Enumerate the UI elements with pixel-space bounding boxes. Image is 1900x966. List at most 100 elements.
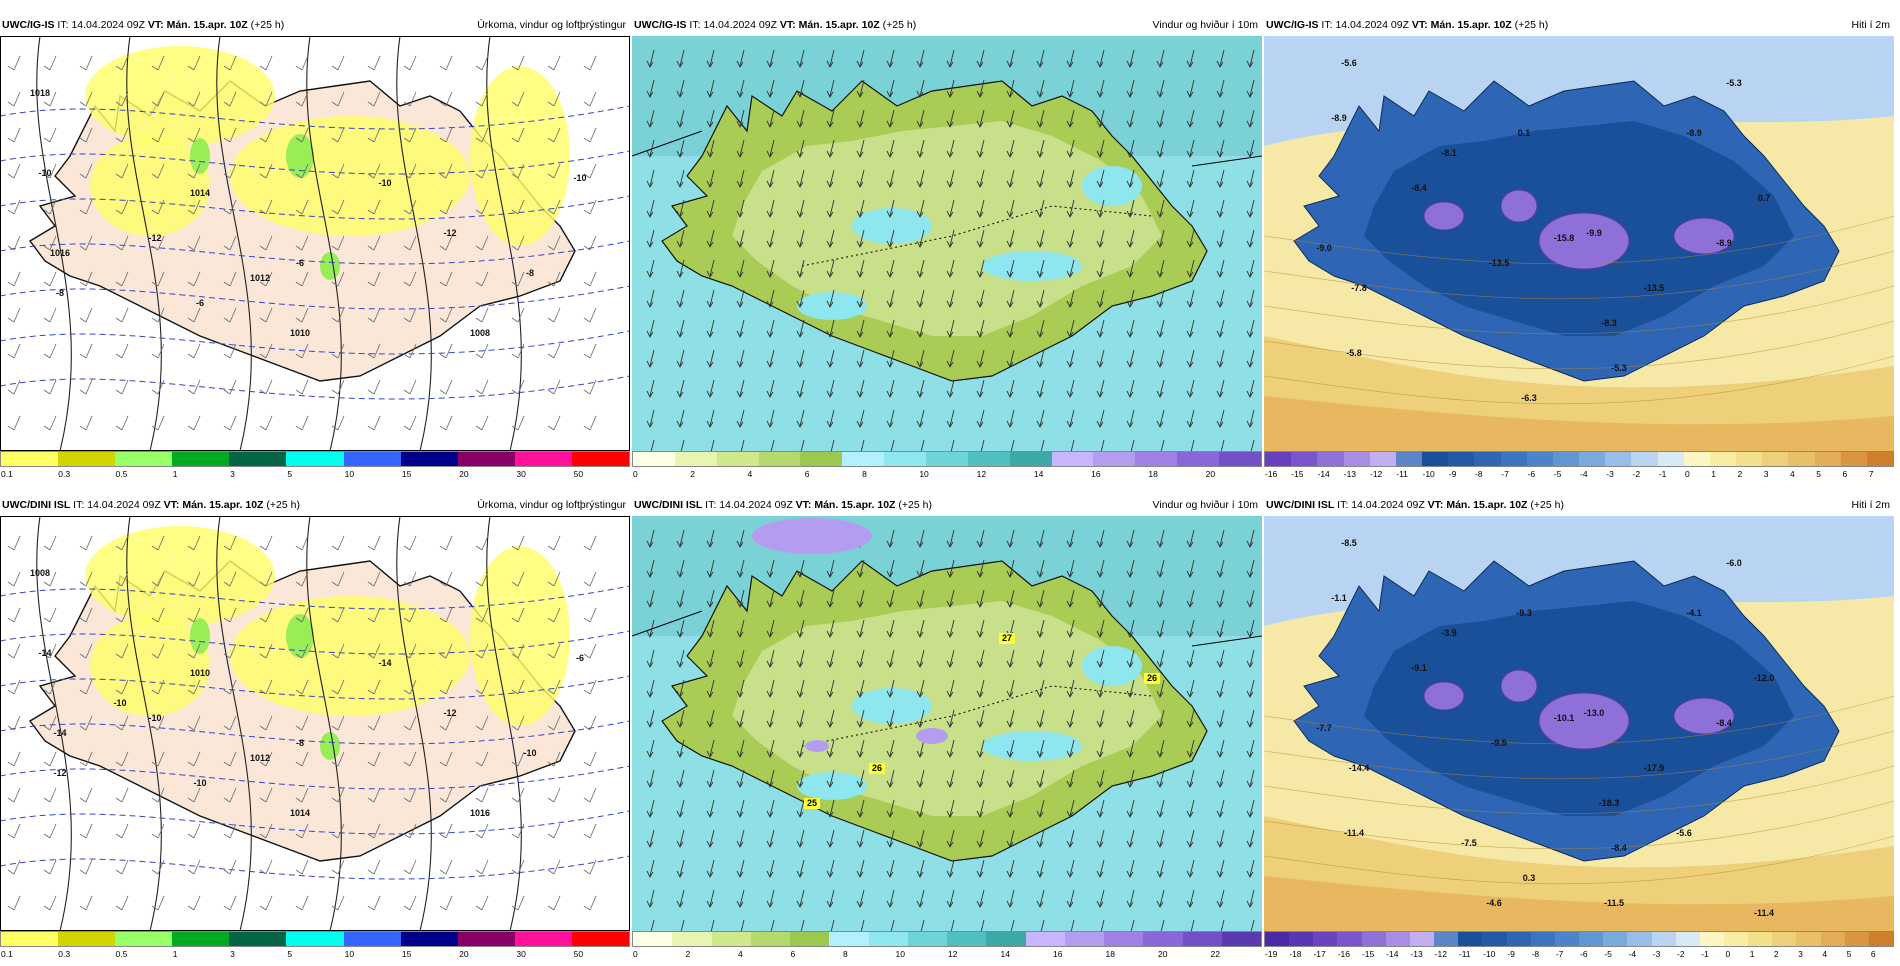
colorbar-swatch [1723,932,1749,946]
temperature-label: -4.1 [1686,608,1702,618]
temperature-label: -8.4 [1611,843,1627,853]
colorbar-tick: -7 [1501,469,1509,479]
temperature-label: -18.3 [1599,798,1620,808]
colorbar-swatch [1482,932,1507,946]
model-name: UWC/DINI ISL [2,499,71,511]
contour-label: 1008 [30,568,50,578]
lead-time: (+25 h) [898,499,932,511]
colorbar-swatch [750,932,790,946]
colorbar-swatch [1369,452,1396,466]
colorbar [0,931,630,947]
contour-label: -14 [38,648,51,658]
colorbar-tick: 20 [459,469,469,479]
colorbar-swatch [58,932,116,946]
colorbar-swatch [1474,452,1501,466]
temperature-label: -17.9 [1644,763,1665,773]
colorbar-swatch [1579,452,1606,466]
colorbar-tick: 0.5 [115,469,128,479]
colorbar-ticks: 0 2 4 6 8 10 12 14 16 18 20 [632,468,1262,480]
panel-temp-igis: UWC/IG-IS IT: 14.04.2024 09Z VT: Mán. 15… [1264,16,1894,486]
colorbar-swatch [1458,932,1483,946]
product-name: Vindur og hviður í 10m [1152,19,1258,31]
temperature-label: -9.9 [1586,228,1602,238]
colorbar-tick: 0 [1685,469,1690,479]
temperature-label: -1.1 [1331,593,1347,603]
precip-map: 1008 1010 1012 1014 1016 -14 -14 -10 -12 -10 -14 -1… [0,516,630,931]
colorbar-tick: -5 [1553,469,1562,479]
temperature-label: -14.4 [1349,763,1370,773]
colorbar-swatch [967,452,1010,466]
gust-box [804,798,820,809]
colorbar-swatch [1051,452,1094,466]
colorbar-swatch [1221,932,1261,946]
contour-label: -14 [53,728,66,738]
gust-label: 26 [872,763,882,773]
colorbar-swatch [800,452,843,466]
colorbar-swatch [1265,452,1292,466]
colorbar-swatch [842,452,885,466]
panel-wind-dini: UWC/DINI ISL IT: 14.04.2024 09Z VT: Mán.… [632,496,1262,966]
temperature-label: -13.0 [1584,708,1605,718]
colorbar-swatch [1796,932,1821,946]
temperature-map: -5.6 -5.3 -8.9 -8.1 0.1 -8.9 -8.4 0.7 -9.0 -9.9 -1… [1264,36,1894,451]
colorbar-swatch [1177,452,1220,466]
colorbar-swatch [758,452,801,466]
colorbar-swatch [868,932,908,946]
colorbar-swatch [1709,452,1737,466]
colorbar-swatch [1631,452,1658,466]
contour-label: 1010 [290,328,310,338]
colorbar-swatch [1605,452,1632,466]
colorbar-tick: -2 [1632,469,1641,479]
temperature-label: -5.8 [1346,348,1362,358]
colorbar-tick: -12 [1370,469,1383,479]
colorbar-swatch [1840,452,1867,466]
colorbar-swatch [1025,932,1065,946]
colorbar-swatch [1675,932,1700,946]
vt-label: VT: [1427,499,1444,511]
contour-label: 1014 [190,188,210,198]
it-label: IT: [57,19,69,31]
lead-time: (+25 h) [1530,499,1564,511]
colorbar-tick: -13 [1343,469,1357,479]
colorbar-swatch [1289,932,1314,946]
colorbar-swatch [1064,932,1104,946]
gust-box [1144,673,1160,684]
colorbar-swatch [1409,932,1435,946]
contour-label: 1010 [190,668,210,678]
colorbar-tick: 4 [1790,469,1795,479]
model-name: UWC/IG-IS [1266,19,1319,31]
vt-label: VT: [779,19,796,31]
temperature-label: -8.1 [1441,148,1457,158]
colorbar-swatch [571,932,630,946]
colorbar-swatch [1317,452,1344,466]
temperature-label: -5.6 [1676,828,1692,838]
colorbar-swatch [1422,452,1449,466]
contour-label: -12 [443,708,456,718]
colorbar-swatch [1448,452,1475,466]
valid-time: Mán. 15.apr. 10Z [166,19,248,31]
it-label: IT: [1321,19,1333,31]
lead-time: (+25 h) [882,19,917,31]
temperature-label: -5.6 [1341,58,1357,68]
colorbar-tick: 6 [804,469,810,479]
colorbar-tick: -4 [1580,469,1588,479]
colorbar-swatch [1814,452,1841,466]
colorbar-swatch [1385,932,1410,946]
colorbar-swatch [1762,452,1789,466]
colorbar-swatch [229,452,287,466]
colorbar-swatch [1009,452,1052,466]
gust-label: 25 [807,798,817,808]
colorbar [632,931,1262,947]
vt-label: VT: [1411,19,1428,31]
temperature-label: 0.1 [1518,128,1531,138]
contour-label: -10 [38,168,51,178]
colorbar-swatch [716,452,759,466]
colorbar-tick: 20 [1205,469,1216,479]
gust-label: 27 [1002,633,1012,643]
temperature-map: -8.5 -6.0 -1.1 -3.9 -9.3 -4.1 -9.1 -12.0 -7.7 -13… [1264,516,1894,931]
colorbar-swatch [1395,452,1423,466]
temperature-label: -15.8 [1554,233,1575,243]
gust-box [869,763,885,774]
temperature-label: -3.9 [1441,628,1457,638]
colorbar-swatch [1337,932,1362,946]
